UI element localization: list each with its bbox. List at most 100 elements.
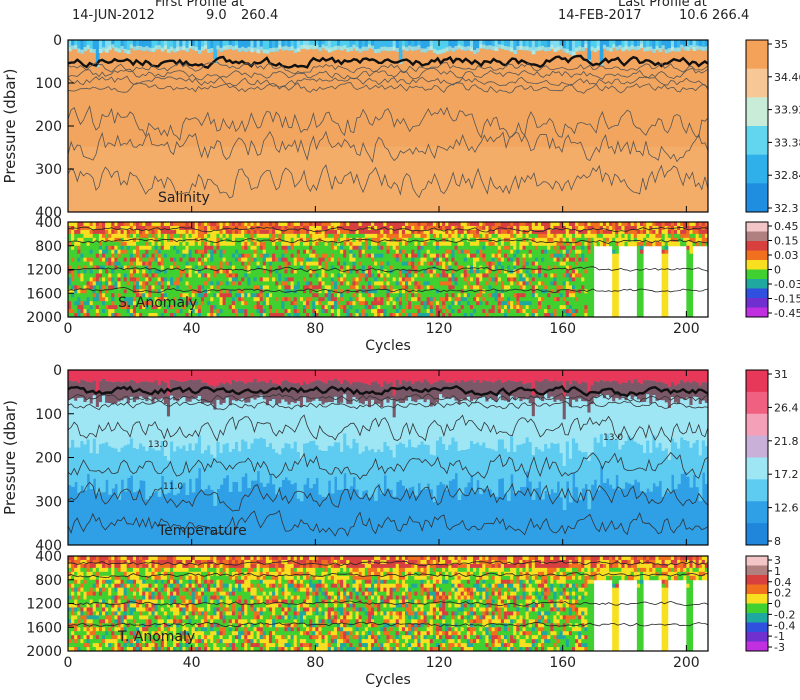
x-tick-label: 200 [673, 655, 700, 671]
first-profile-lat: 9.0 [206, 8, 227, 23]
colorbar-swatch [746, 641, 768, 652]
colorbar-label: 35 [774, 38, 788, 51]
colorbar-swatch [746, 584, 768, 595]
x-tick-label: 40 [183, 321, 201, 337]
y-tick-label: 100 [35, 76, 62, 92]
colorbar-swatch [746, 435, 768, 458]
colorbar-label: 0.03 [774, 249, 799, 262]
x-axis-label: Cycles [365, 338, 411, 354]
colorbar-swatch [746, 231, 768, 242]
colorbar-label: 0.15 [774, 235, 799, 248]
y-tick-label: 400 [35, 549, 62, 565]
x-tick-label: 120 [426, 321, 453, 337]
y-tick-label: 1600 [26, 620, 62, 636]
colorbar-swatch [746, 523, 768, 546]
y-tick-label: 200 [35, 119, 62, 135]
colorbar-label: -3 [774, 641, 785, 654]
panel-label: Salinity [158, 190, 210, 206]
y-tick-label: 300 [35, 494, 62, 510]
colorbar-swatch [746, 250, 768, 261]
y-tick-label: 2000 [26, 644, 62, 660]
colorbar-label: 17.2 [774, 468, 799, 481]
colorbar-swatch [746, 288, 768, 299]
y-tick-label: 200 [35, 451, 62, 467]
colorbar-label: -0.03 [774, 278, 800, 291]
panel-label: Temperature [157, 523, 247, 539]
colorbar-swatch [746, 40, 768, 70]
y-tick-label: 1200 [26, 263, 62, 279]
salinity-anomaly-field [68, 222, 708, 317]
colorbar-label: 32.3 [774, 202, 799, 215]
colorbar-label: -0.15 [774, 293, 800, 306]
y-tick-label: 0 [53, 33, 62, 49]
panel-label: T. Anomaly [117, 629, 195, 645]
last-profile-lat: 10.6 [679, 8, 708, 23]
x-tick-label: 120 [426, 655, 453, 671]
colorbar-swatch [746, 126, 768, 156]
colorbar-swatch [746, 68, 768, 98]
y-tick-label: 800 [35, 239, 62, 255]
colorbar-label: -0.45 [774, 307, 800, 320]
temperature-field [68, 370, 708, 545]
colorbar-swatch [746, 269, 768, 280]
colorbar-swatch [746, 622, 768, 633]
y-tick-label: 800 [35, 573, 62, 589]
colorbar-label: 1 [774, 565, 781, 578]
y-tick-label: 300 [35, 162, 62, 178]
colorbar-label: 0 [774, 598, 781, 611]
colorbar-swatch [746, 307, 768, 318]
x-tick-label: 0 [64, 321, 73, 337]
last-profile-date: 14-FEB-2017 [558, 8, 642, 23]
first-profile-lon: 260.4 [241, 8, 279, 23]
colorbar-swatch [746, 457, 768, 480]
colorbar-label: 0.2 [774, 587, 792, 600]
first-profile-title: First Profile at [155, 0, 245, 10]
contour-label: 13.0 [148, 440, 168, 450]
y-tick-label: 2000 [26, 310, 62, 326]
x-tick-label: 160 [549, 655, 576, 671]
colorbar-label: 33.38 [774, 136, 800, 149]
x-tick-label: 160 [549, 321, 576, 337]
colorbar-label: 0 [774, 264, 781, 277]
colorbar-label: -0.2 [774, 608, 795, 621]
colorbar-frame [745, 39, 769, 213]
colorbar-label: 26.4 [774, 401, 799, 414]
y-tick-label: 0 [53, 363, 62, 379]
colorbar-swatch [746, 260, 768, 270]
colorbar-label: 8 [774, 535, 781, 548]
x-tick-label: 80 [306, 655, 324, 671]
x-axis-label: Cycles [365, 672, 411, 688]
colorbar-swatch [746, 613, 768, 623]
y-tick-label: 1200 [26, 597, 62, 613]
colorbar-swatch [746, 222, 768, 232]
x-tick-label: 80 [306, 321, 324, 337]
x-tick-label: 0 [64, 655, 73, 671]
colorbar-label: 12.6 [774, 502, 799, 515]
colorbar-swatch [746, 594, 768, 604]
colorbar-label: -1 [774, 630, 785, 643]
y-axis-label: Pressure (dbar) [1, 400, 19, 515]
colorbar-label: 0.45 [774, 220, 799, 233]
colorbar-swatch [746, 603, 768, 614]
colorbar-swatch [746, 370, 768, 393]
colorbar-label: 0.4 [774, 576, 792, 589]
colorbar-label: 32.84 [774, 169, 800, 182]
y-axis-label: Pressure (dbar) [1, 69, 19, 184]
colorbar-label: 33.92 [774, 104, 800, 117]
colorbar-swatch [746, 632, 768, 642]
colorbar-swatch [746, 298, 768, 308]
x-tick-label: 40 [183, 655, 201, 671]
y-tick-label: 400 [35, 205, 62, 221]
y-tick-label: 400 [35, 538, 62, 554]
colorbar-swatch [746, 391, 768, 415]
x-tick-label: 200 [673, 321, 700, 337]
contour-label: 13.0 [603, 433, 623, 443]
colorbar-swatch [746, 279, 768, 289]
last-profile-title: Last Profile at [618, 0, 707, 10]
colorbar-label: 34.46 [774, 71, 800, 84]
colorbar-swatch [746, 183, 768, 213]
colorbar-swatch [746, 575, 768, 585]
colorbar-label: 3 [774, 554, 781, 567]
colorbar-swatch [746, 501, 768, 524]
